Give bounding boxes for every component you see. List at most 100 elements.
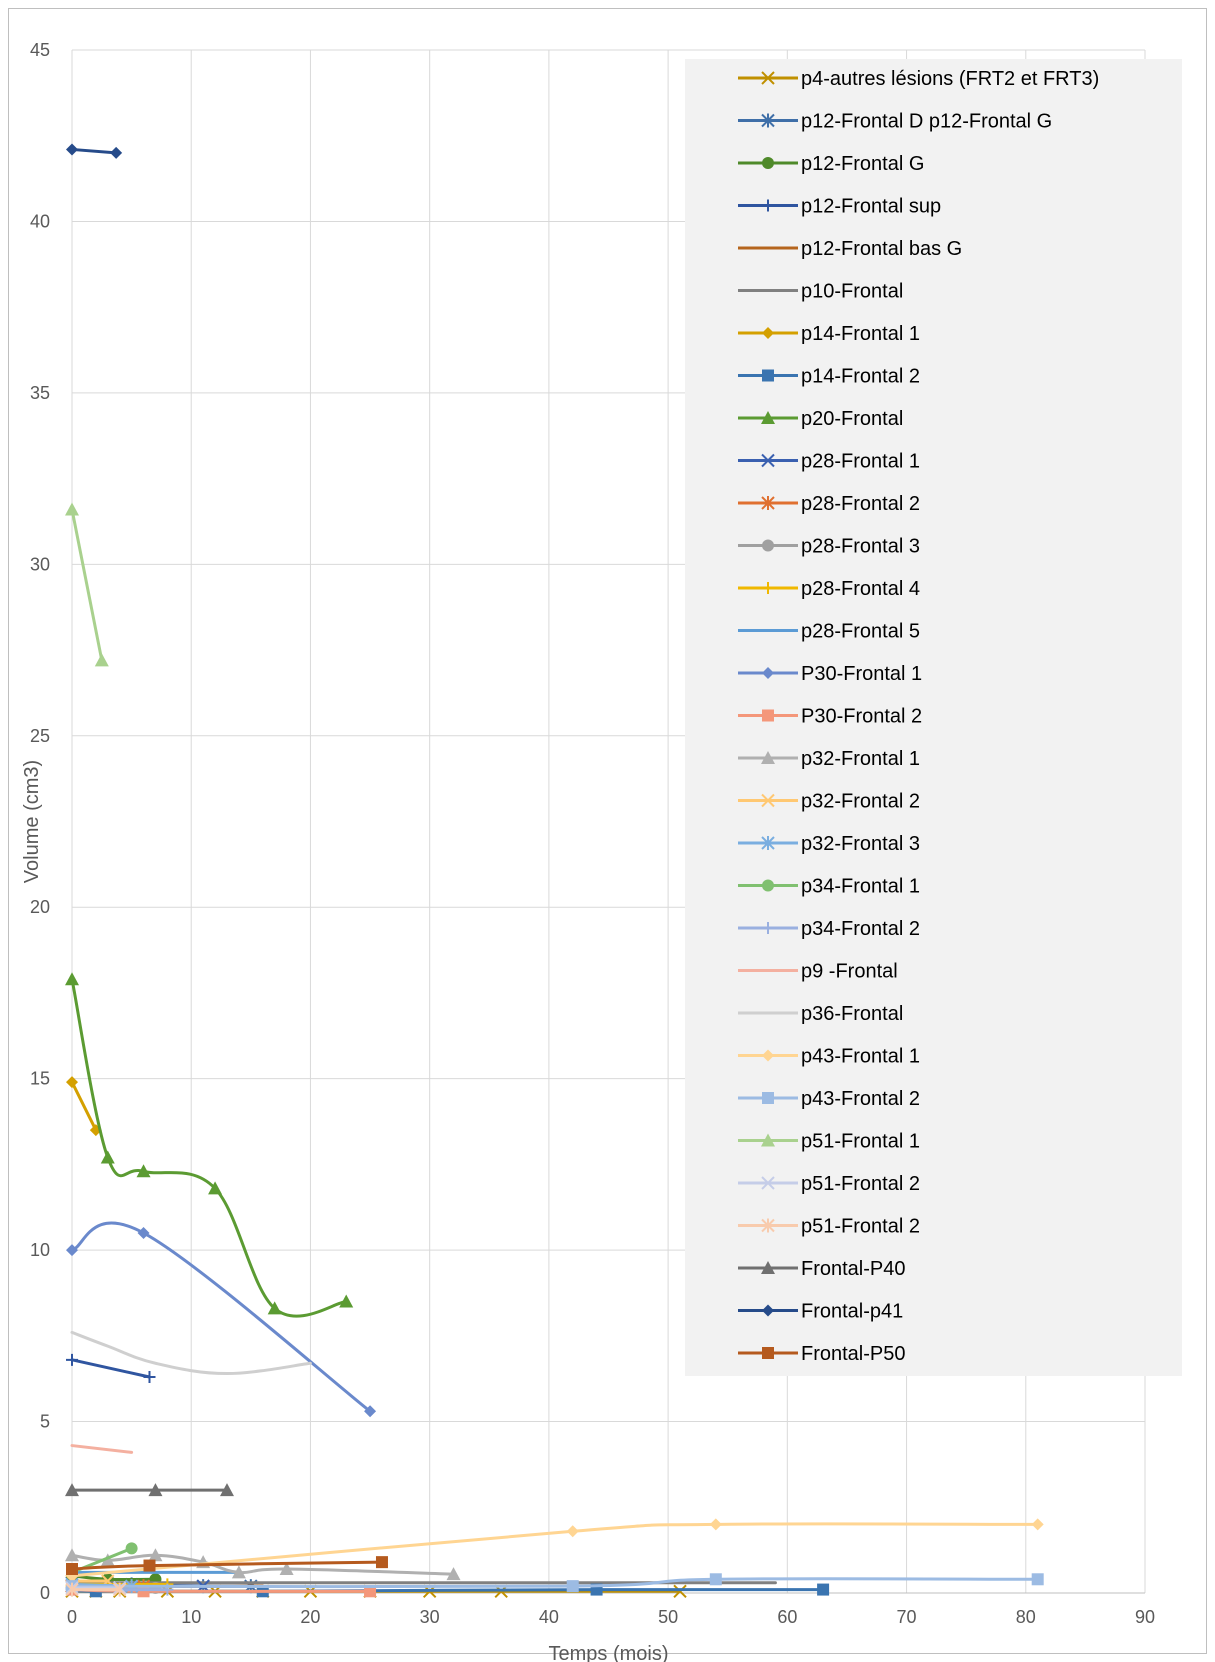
series-line	[66, 1353, 156, 1383]
series-path	[70, 1330, 312, 1376]
legend-item: p20-Frontal	[738, 408, 903, 430]
legend-item: p51-Frontal 1	[738, 1131, 920, 1153]
legend-item: Frontal-p41	[738, 1301, 903, 1323]
series-path	[70, 1577, 1040, 1589]
marker-plus	[66, 1353, 78, 1366]
marker-diamond	[66, 1244, 78, 1257]
legend-label: p43-Frontal 2	[801, 1088, 920, 1110]
series-line	[65, 1582, 127, 1597]
marker-triangle	[219, 1483, 234, 1497]
marker-x	[761, 1176, 775, 1190]
marker-diamond	[364, 1405, 377, 1418]
y-tick-label: 35	[30, 383, 50, 403]
legend-item: p28-Frontal 2	[738, 493, 920, 515]
legend-label: p14-Frontal 1	[801, 323, 920, 345]
series-line	[65, 972, 354, 1318]
legend-item: p32-Frontal 1	[738, 748, 920, 770]
marker-x	[761, 793, 775, 808]
legend-item: p28-Frontal 3	[738, 536, 920, 558]
marker-plus	[143, 1370, 156, 1383]
legend-label: p10-Frontal	[801, 281, 903, 303]
y-tick-label: 10	[30, 1240, 50, 1260]
x-tick-label: 0	[67, 1607, 77, 1627]
marker-diamond	[110, 146, 123, 159]
marker-circle	[762, 879, 774, 892]
series-path	[70, 977, 348, 1318]
legend-label: p34-Frontal 1	[801, 876, 920, 898]
y-tick-label: 20	[30, 897, 50, 917]
legend-label: p28-Frontal 1	[801, 451, 920, 473]
marker-triangle	[446, 1567, 461, 1581]
legend-label: p28-Frontal 2	[801, 493, 920, 515]
legend-label: p36-Frontal	[801, 1003, 903, 1025]
legend-item: p32-Frontal 3	[738, 833, 920, 855]
legend-item: Frontal-P50	[738, 1343, 906, 1365]
legend-label: p9 -Frontal	[801, 961, 898, 983]
marker-triangle	[136, 1164, 151, 1178]
x-tick-label: 90	[1135, 1607, 1155, 1627]
series-path	[70, 1221, 372, 1413]
marker-square	[762, 709, 774, 722]
series-line	[70, 1444, 134, 1454]
legend-item: p51-Frontal 2	[738, 1216, 920, 1238]
marker-square	[143, 1559, 156, 1572]
marker-circle	[762, 539, 774, 552]
marker-triangle	[231, 1565, 246, 1579]
y-tick-label: 0	[40, 1583, 50, 1603]
x-tick-label: 60	[777, 1607, 797, 1627]
marker-triangle	[65, 1548, 79, 1562]
marker-plus	[762, 582, 774, 594]
x-tick-label: 50	[658, 1607, 678, 1627]
legend-item: p4-autres lésions (FRT2 et FRT3)	[738, 68, 1099, 90]
legend-label: p28-Frontal 5	[801, 621, 920, 643]
marker-triangle	[100, 1553, 115, 1567]
legend-label: p51-Frontal 2	[801, 1173, 920, 1195]
legend-label: p51-Frontal 1	[801, 1131, 920, 1153]
y-tick-label: 25	[30, 726, 50, 746]
marker-square	[709, 1573, 722, 1586]
marker-triangle	[100, 1150, 115, 1164]
series-path	[70, 1522, 1040, 1578]
y-tick-label: 5	[40, 1412, 50, 1432]
legend-item: p12-Frontal D p12-Frontal G	[738, 111, 1052, 133]
legend-label: p43-Frontal 1	[801, 1046, 920, 1068]
x-tick-label: 10	[181, 1607, 201, 1627]
marker-diamond	[709, 1518, 722, 1531]
series-line	[65, 1483, 234, 1497]
marker-triangle	[761, 1261, 775, 1274]
marker-triangle	[208, 1181, 223, 1195]
marker-diamond	[762, 1304, 774, 1317]
legend-item: p12-Frontal sup	[738, 196, 941, 218]
legend-label: p4-autres lésions (FRT2 et FRT3)	[801, 68, 1099, 90]
series-line	[70, 1330, 312, 1376]
marker-triangle	[65, 502, 79, 516]
series-line	[66, 1556, 388, 1575]
marker-triangle	[761, 1133, 775, 1147]
series-line	[66, 143, 123, 159]
series-path	[70, 507, 104, 662]
marker-square	[66, 1562, 78, 1575]
marker-triangle	[148, 1548, 163, 1562]
legend-label: p12-Frontal D p12-Frontal G	[801, 111, 1052, 133]
x-axis-title: Temps (mois)	[548, 1643, 668, 1662]
marker-diamond	[66, 143, 78, 156]
legend-label: p14-Frontal 2	[801, 366, 920, 388]
marker-circle	[762, 157, 774, 169]
legend-item: P30-Frontal 1	[738, 663, 922, 685]
legend-item: p28-Frontal 5	[738, 621, 920, 643]
marker-triangle	[279, 1561, 294, 1575]
marker-triangle	[761, 411, 775, 424]
x-tick-label: 70	[897, 1607, 917, 1627]
legend-label: p12-Frontal G	[801, 153, 924, 175]
x-tick-label: 20	[300, 1607, 320, 1627]
marker-triangle	[65, 972, 79, 986]
legend-label: p34-Frontal 2	[801, 918, 920, 940]
y-tick-label: 40	[30, 211, 50, 231]
series-path	[70, 1080, 98, 1132]
legend-item: p28-Frontal 4	[738, 578, 920, 600]
legend-label: p12-Frontal bas G	[801, 238, 962, 260]
legend-item: p34-Frontal 2	[738, 918, 920, 940]
legend-label: p32-Frontal 3	[801, 833, 920, 855]
legend-label: Frontal-P40	[801, 1258, 906, 1280]
